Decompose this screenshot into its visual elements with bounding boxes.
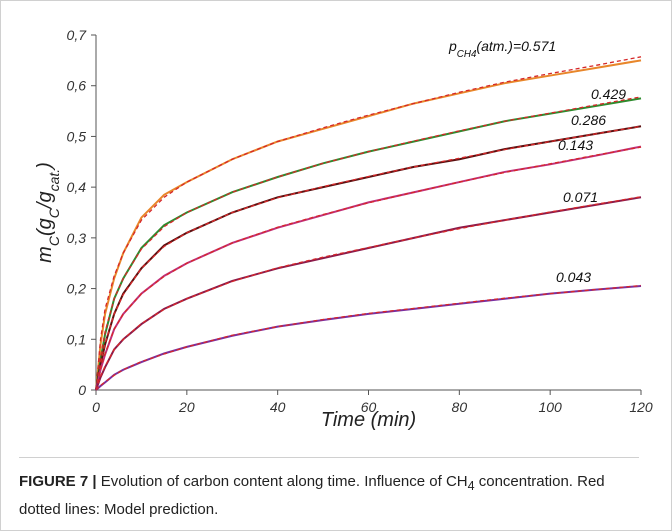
model-line [95, 96, 642, 391]
y-tick-label: 0,7 [67, 27, 88, 43]
text-part: (g [34, 218, 56, 236]
y-tick-label: 0,4 [67, 179, 87, 195]
text-part: (atm.)=0.571 [476, 38, 556, 54]
model-line [95, 196, 642, 391]
y-tick-label: 0,6 [67, 78, 87, 94]
curve-label: 0.143 [558, 137, 593, 153]
text-part: m [34, 246, 56, 263]
curve-label: 0.043 [556, 269, 591, 285]
curve-label: pCH4(atm.)=0.571 [448, 38, 556, 60]
text-part: /g [34, 191, 56, 210]
model-line [95, 284, 642, 391]
subscript: cat. [46, 169, 62, 192]
model-line [95, 146, 642, 391]
y-tick-label: 0,2 [67, 281, 87, 297]
caption-text: Evolution of carbon content along time. … [100, 473, 468, 490]
curve-label: 0.429 [591, 86, 626, 102]
text-part: p [448, 38, 457, 54]
x-tick-label: 80 [452, 399, 468, 415]
subscript: C [46, 207, 62, 218]
y-tick-label: 0,5 [67, 128, 87, 144]
data-line [95, 59, 642, 391]
data-line [95, 285, 642, 391]
model-line [95, 56, 642, 391]
y-tick-label: 0,3 [67, 230, 87, 246]
caption-sub: 4 [467, 479, 475, 493]
chart: 0 0,1 0,2 0,3 0,4 0,5 0,6 0,7 0 20 40 60 80 100 120 Tim… [34, 27, 653, 431]
model-line [95, 125, 642, 391]
y-tick-label: 0 [78, 382, 86, 398]
subscript: C [46, 235, 62, 246]
y-tick-label: 0,1 [67, 331, 86, 347]
x-tick-label: 0 [92, 399, 100, 415]
x-tick-label: 120 [629, 399, 653, 415]
x-axis-label: Time (min) [321, 409, 416, 431]
caption-label: FIGURE 7 | [19, 473, 97, 490]
caption-text: concentration. Red dotted lines: Model p… [19, 473, 605, 518]
text-part: ) [34, 162, 56, 171]
caption: FIGURE 7 | Evolution of carbon content a… [19, 457, 639, 522]
x-tick-label: 20 [178, 399, 195, 415]
y-axis-label: mC(gC/gcat.) [34, 162, 62, 263]
subscript: CH4 [457, 49, 477, 60]
x-tick-label: 60 [361, 399, 377, 415]
x-tick-label: 100 [538, 399, 562, 415]
curve-label: 0.071 [563, 189, 598, 205]
curve-label: 0.286 [571, 112, 606, 128]
x-tick-label: 40 [270, 399, 286, 415]
